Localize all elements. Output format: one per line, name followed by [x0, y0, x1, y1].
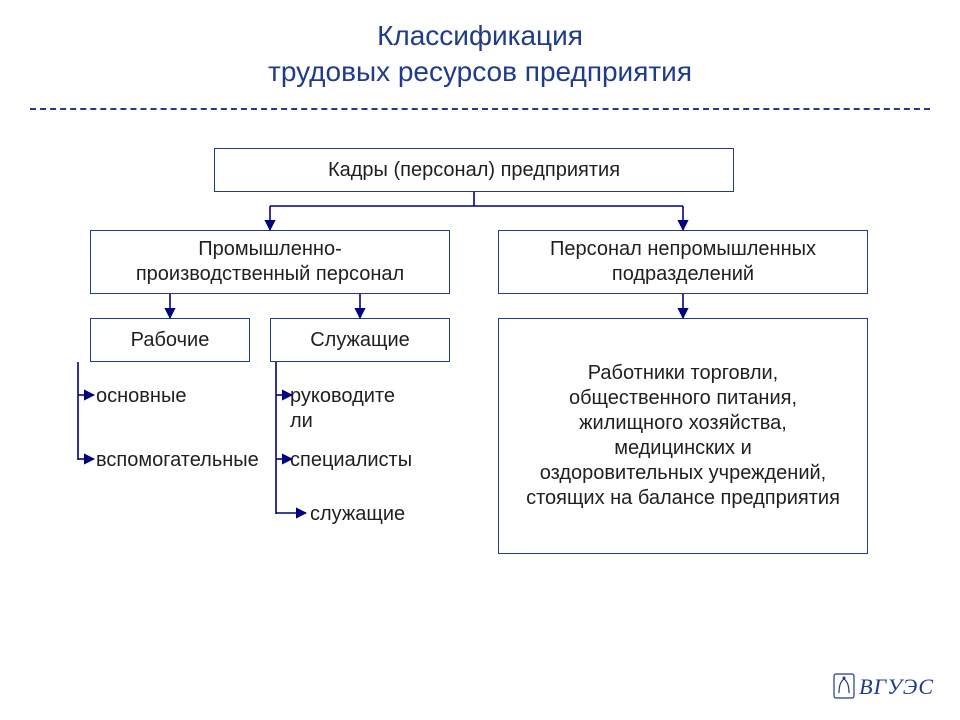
logo-text: ВГУЭС [859, 674, 934, 699]
title-line1: Классификация [377, 20, 583, 51]
title-divider [30, 108, 930, 110]
leaf-mgr: руководите ли [290, 384, 395, 434]
leaf-aux: вспомогательные [96, 448, 259, 473]
workers-label: Рабочие [131, 328, 210, 353]
logo: ВГУЭС [833, 673, 934, 700]
title-line2: трудовых ресурсов предприятия [268, 56, 692, 87]
right-branch-label: Персонал непромышленных подразделений [550, 237, 816, 287]
right-detail-label: Работники торговли, общественного питани… [526, 361, 840, 511]
root-box: Кадры (персонал) предприятия [214, 148, 734, 192]
left-branch-box: Промышленно- производственный персонал [90, 230, 450, 294]
left-branch-label: Промышленно- производственный персонал [136, 237, 404, 287]
employees-label: Служащие [310, 328, 410, 353]
right-detail-box: Работники торговли, общественного питани… [498, 318, 868, 554]
workers-box: Рабочие [90, 318, 250, 362]
employees-box: Служащие [270, 318, 450, 362]
leaf-main: основные [96, 384, 186, 409]
root-label: Кадры (персонал) предприятия [328, 158, 620, 183]
leaf-spec: специалисты [290, 448, 412, 473]
page-title: Классификация трудовых ресурсов предприя… [0, 0, 960, 91]
right-branch-box: Персонал непромышленных подразделений [498, 230, 868, 294]
leaf-emp: служащие [310, 502, 405, 527]
